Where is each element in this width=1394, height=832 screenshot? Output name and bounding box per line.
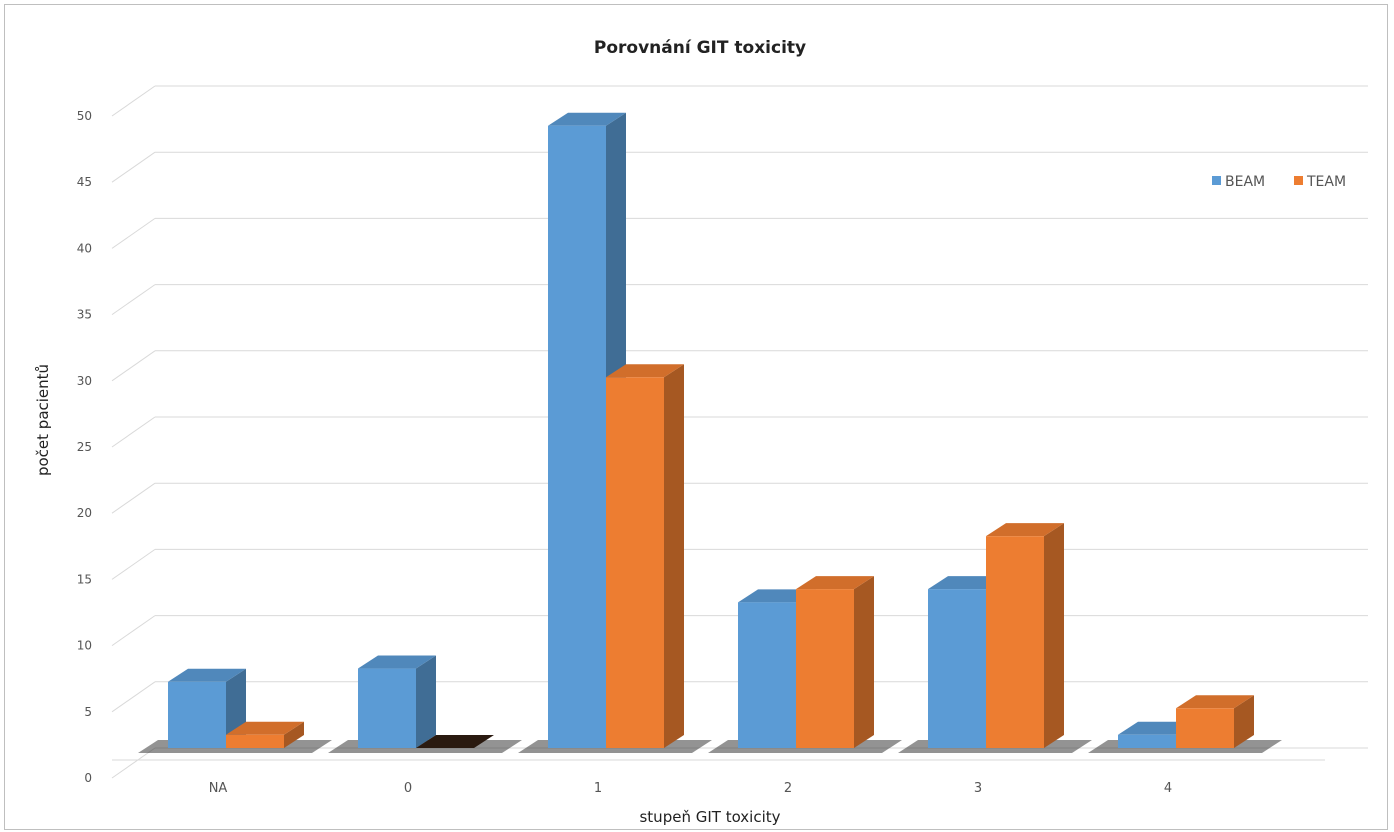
bar-team-0 [416, 735, 494, 748]
legend-label-team: TEAM [1306, 174, 1346, 190]
gridline-depth [111, 284, 156, 316]
bar-team-1 [606, 364, 684, 748]
y-tick-label: 10 [77, 639, 92, 653]
y-tick-label: 0 [84, 771, 92, 785]
gridline-depth [111, 416, 156, 448]
bar-team-2 [796, 576, 874, 748]
y-tick-label: 15 [77, 572, 92, 586]
y-axis-ticks: 0 5 10 15 20 25 30 35 40 45 50 [77, 109, 92, 785]
legend-swatch-beam [1212, 176, 1221, 185]
bar-team-3 [986, 523, 1064, 748]
bars [138, 112, 1282, 753]
gridline-depth [111, 548, 156, 580]
x-tick-label: 2 [784, 781, 792, 796]
gridline-depth [111, 482, 156, 514]
legend: BEAM TEAM [1212, 174, 1346, 190]
y-tick-label: 40 [77, 241, 92, 255]
y-tick-label: 20 [77, 506, 92, 520]
y-tick-label: 25 [77, 440, 92, 454]
x-axis-label: stupeň GIT toxicity [639, 808, 780, 826]
y-tick-label: 30 [77, 374, 92, 388]
bar-team-NA [226, 721, 304, 748]
y-tick-label: 35 [77, 308, 92, 322]
bar-beam-0 [358, 655, 436, 748]
gridline-depth [111, 217, 156, 249]
y-tick-label: 5 [84, 705, 92, 719]
x-tick-label: 3 [974, 781, 982, 796]
gridline-depth [111, 151, 156, 183]
x-tick-label: 0 [404, 781, 412, 796]
y-axis-label: počet pacientů [34, 364, 52, 476]
bar-team-4 [1176, 695, 1254, 748]
x-tick-label: NA [209, 781, 228, 796]
y-tick-label: 45 [77, 175, 92, 189]
y-tick-label: 50 [77, 109, 92, 123]
gridline-depth [111, 615, 156, 647]
gridline-depth [111, 681, 156, 713]
x-tick-label: 4 [1164, 781, 1172, 796]
chart-title: Porovnání GIT toxicity [594, 38, 806, 58]
gridline-depth [111, 350, 156, 382]
legend-label-beam: BEAM [1225, 174, 1265, 190]
x-tick-label: 1 [594, 781, 602, 796]
x-axis-ticks: NA 0 1 2 3 4 [209, 781, 1172, 796]
legend-swatch-team [1294, 176, 1303, 185]
gridline-depth [111, 85, 156, 117]
